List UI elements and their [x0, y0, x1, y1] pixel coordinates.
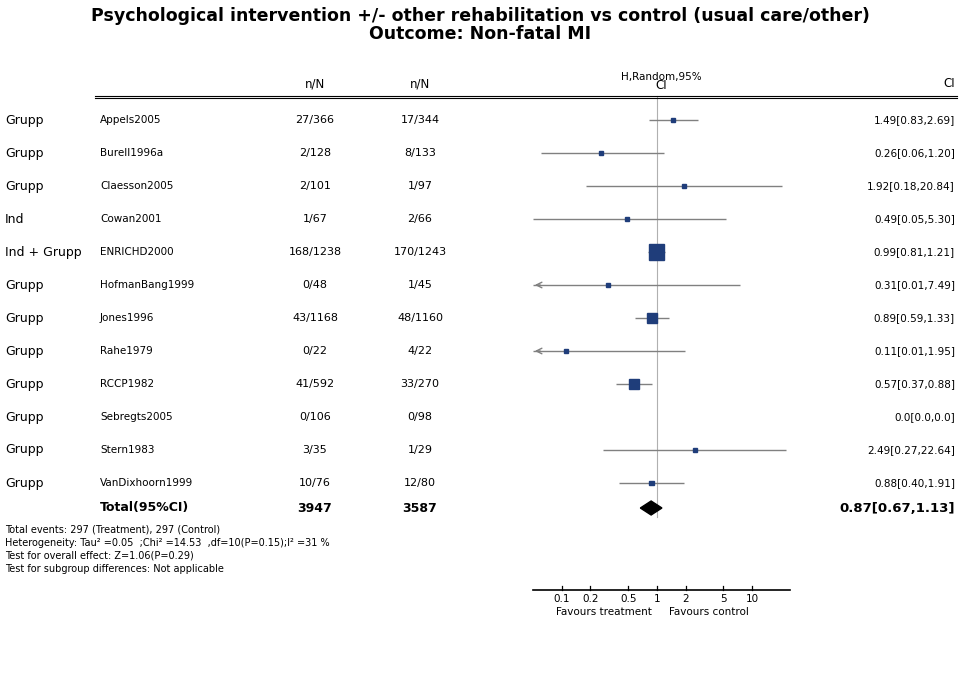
Text: 0.89[0.59,1.33]: 0.89[0.59,1.33] [874, 313, 955, 323]
Text: 3947: 3947 [298, 502, 332, 514]
Text: Favours treatment: Favours treatment [556, 607, 652, 617]
Text: 0/106: 0/106 [300, 412, 331, 422]
Text: 48/1160: 48/1160 [397, 313, 443, 323]
Text: Stern1983: Stern1983 [100, 445, 155, 455]
Text: Grupp: Grupp [5, 344, 43, 357]
Bar [647, 313, 657, 323]
Bar [682, 184, 685, 188]
Bar [607, 283, 611, 287]
Text: 0.0[0.0,0.0]: 0.0[0.0,0.0] [895, 412, 955, 422]
Text: 17/344: 17/344 [400, 115, 440, 125]
Text: Ind: Ind [5, 212, 25, 226]
Text: Outcome: Non-fatal MI: Outcome: Non-fatal MI [369, 25, 591, 43]
Text: 0.31[0.01,7.49]: 0.31[0.01,7.49] [874, 280, 955, 290]
Text: 0.1: 0.1 [553, 594, 570, 604]
Text: 8/133: 8/133 [404, 148, 436, 158]
Text: 4/22: 4/22 [407, 346, 433, 356]
Text: Total(95%CI): Total(95%CI) [100, 502, 189, 514]
Text: 41/592: 41/592 [296, 379, 335, 389]
Text: 0.88[0.40,1.91]: 0.88[0.40,1.91] [874, 478, 955, 488]
Text: 0.2: 0.2 [582, 594, 599, 604]
Text: Heterogeneity: Tau² =0.05  ;Chi² =14.53  ,df=10(P=0.15);I² =31 %: Heterogeneity: Tau² =0.05 ;Chi² =14.53 ,… [5, 538, 329, 548]
Bar [650, 481, 654, 485]
Polygon shape [640, 501, 662, 515]
Text: Claesson2005: Claesson2005 [100, 181, 174, 191]
Text: 2/128: 2/128 [299, 148, 331, 158]
Bar [671, 118, 676, 122]
Text: n/N: n/N [305, 77, 325, 90]
Text: Test for subgroup differences: Not applicable: Test for subgroup differences: Not appli… [5, 564, 224, 574]
Text: Grupp: Grupp [5, 477, 43, 489]
Text: H,Random,95%: H,Random,95% [621, 72, 702, 82]
Text: 0/98: 0/98 [407, 412, 433, 422]
Text: Grupp: Grupp [5, 180, 43, 192]
Text: 1/29: 1/29 [407, 445, 433, 455]
Text: Grupp: Grupp [5, 114, 43, 126]
Text: Total events: 297 (Treatment), 297 (Control): Total events: 297 (Treatment), 297 (Cont… [5, 525, 220, 535]
Text: 1/97: 1/97 [407, 181, 433, 191]
Text: 0.26[0.06,1.20]: 0.26[0.06,1.20] [875, 148, 955, 158]
Text: 168/1238: 168/1238 [288, 247, 342, 257]
Text: Ind + Grupp: Ind + Grupp [5, 246, 82, 258]
Text: Appels2005: Appels2005 [100, 115, 161, 125]
Text: 33/270: 33/270 [400, 379, 440, 389]
Text: 1: 1 [654, 594, 660, 604]
Text: CI: CI [944, 77, 955, 90]
Text: 2: 2 [683, 594, 689, 604]
Text: 0/48: 0/48 [302, 280, 327, 290]
Text: 43/1168: 43/1168 [292, 313, 338, 323]
Text: Grupp: Grupp [5, 443, 43, 457]
Text: 3587: 3587 [402, 502, 438, 514]
Text: 2/66: 2/66 [408, 214, 432, 224]
Text: Psychological intervention +/- other rehabilitation vs control (usual care/other: Psychological intervention +/- other reh… [90, 7, 870, 25]
Text: Grupp: Grupp [5, 312, 43, 325]
Text: 0.99[0.81,1.21]: 0.99[0.81,1.21] [874, 247, 955, 257]
Text: Cowan2001: Cowan2001 [100, 214, 161, 224]
Text: 0.5: 0.5 [620, 594, 636, 604]
Text: 170/1243: 170/1243 [394, 247, 446, 257]
Text: 0.57[0.37,0.88]: 0.57[0.37,0.88] [874, 379, 955, 389]
Text: Favours control: Favours control [669, 607, 749, 617]
Text: 0.49[0.05,5.30]: 0.49[0.05,5.30] [875, 214, 955, 224]
Text: 2.49[0.27,22.64]: 2.49[0.27,22.64] [867, 445, 955, 455]
Text: Grupp: Grupp [5, 378, 43, 391]
Text: Grupp: Grupp [5, 146, 43, 160]
Text: 27/366: 27/366 [296, 115, 334, 125]
Text: 12/80: 12/80 [404, 478, 436, 488]
Text: Jones1996: Jones1996 [100, 313, 155, 323]
Text: Grupp: Grupp [5, 410, 43, 423]
Text: 10/76: 10/76 [300, 478, 331, 488]
Text: 5: 5 [720, 594, 727, 604]
Bar [629, 379, 638, 389]
Text: Grupp: Grupp [5, 278, 43, 291]
Text: 0/22: 0/22 [302, 346, 327, 356]
Text: RCCP1982: RCCP1982 [100, 379, 155, 389]
Text: 1.92[0.18,20.84]: 1.92[0.18,20.84] [867, 181, 955, 191]
Text: 0.87[0.67,1.13]: 0.87[0.67,1.13] [839, 502, 955, 514]
Text: 3/35: 3/35 [302, 445, 327, 455]
Text: n/N: n/N [410, 77, 430, 90]
Text: VanDixhoorn1999: VanDixhoorn1999 [100, 478, 193, 488]
Text: Test for overall effect: Z=1.06(P=0.29): Test for overall effect: Z=1.06(P=0.29) [5, 551, 194, 561]
Text: 1/45: 1/45 [408, 280, 432, 290]
Text: 2/101: 2/101 [300, 181, 331, 191]
Bar [649, 244, 664, 260]
Bar [564, 349, 567, 353]
Text: 1.49[0.83,2.69]: 1.49[0.83,2.69] [874, 115, 955, 125]
Text: Sebregts2005: Sebregts2005 [100, 412, 173, 422]
Text: ENRICHD2000: ENRICHD2000 [100, 247, 174, 257]
Text: Rahe1979: Rahe1979 [100, 346, 153, 356]
Text: CI: CI [656, 79, 667, 92]
Text: 0.11[0.01,1.95]: 0.11[0.01,1.95] [874, 346, 955, 356]
Text: HofmanBang1999: HofmanBang1999 [100, 280, 194, 290]
Bar [692, 448, 697, 452]
Bar [599, 151, 603, 155]
Text: 1/67: 1/67 [302, 214, 327, 224]
Bar [625, 217, 630, 221]
Text: Burell1996a: Burell1996a [100, 148, 163, 158]
Text: 10: 10 [746, 594, 758, 604]
